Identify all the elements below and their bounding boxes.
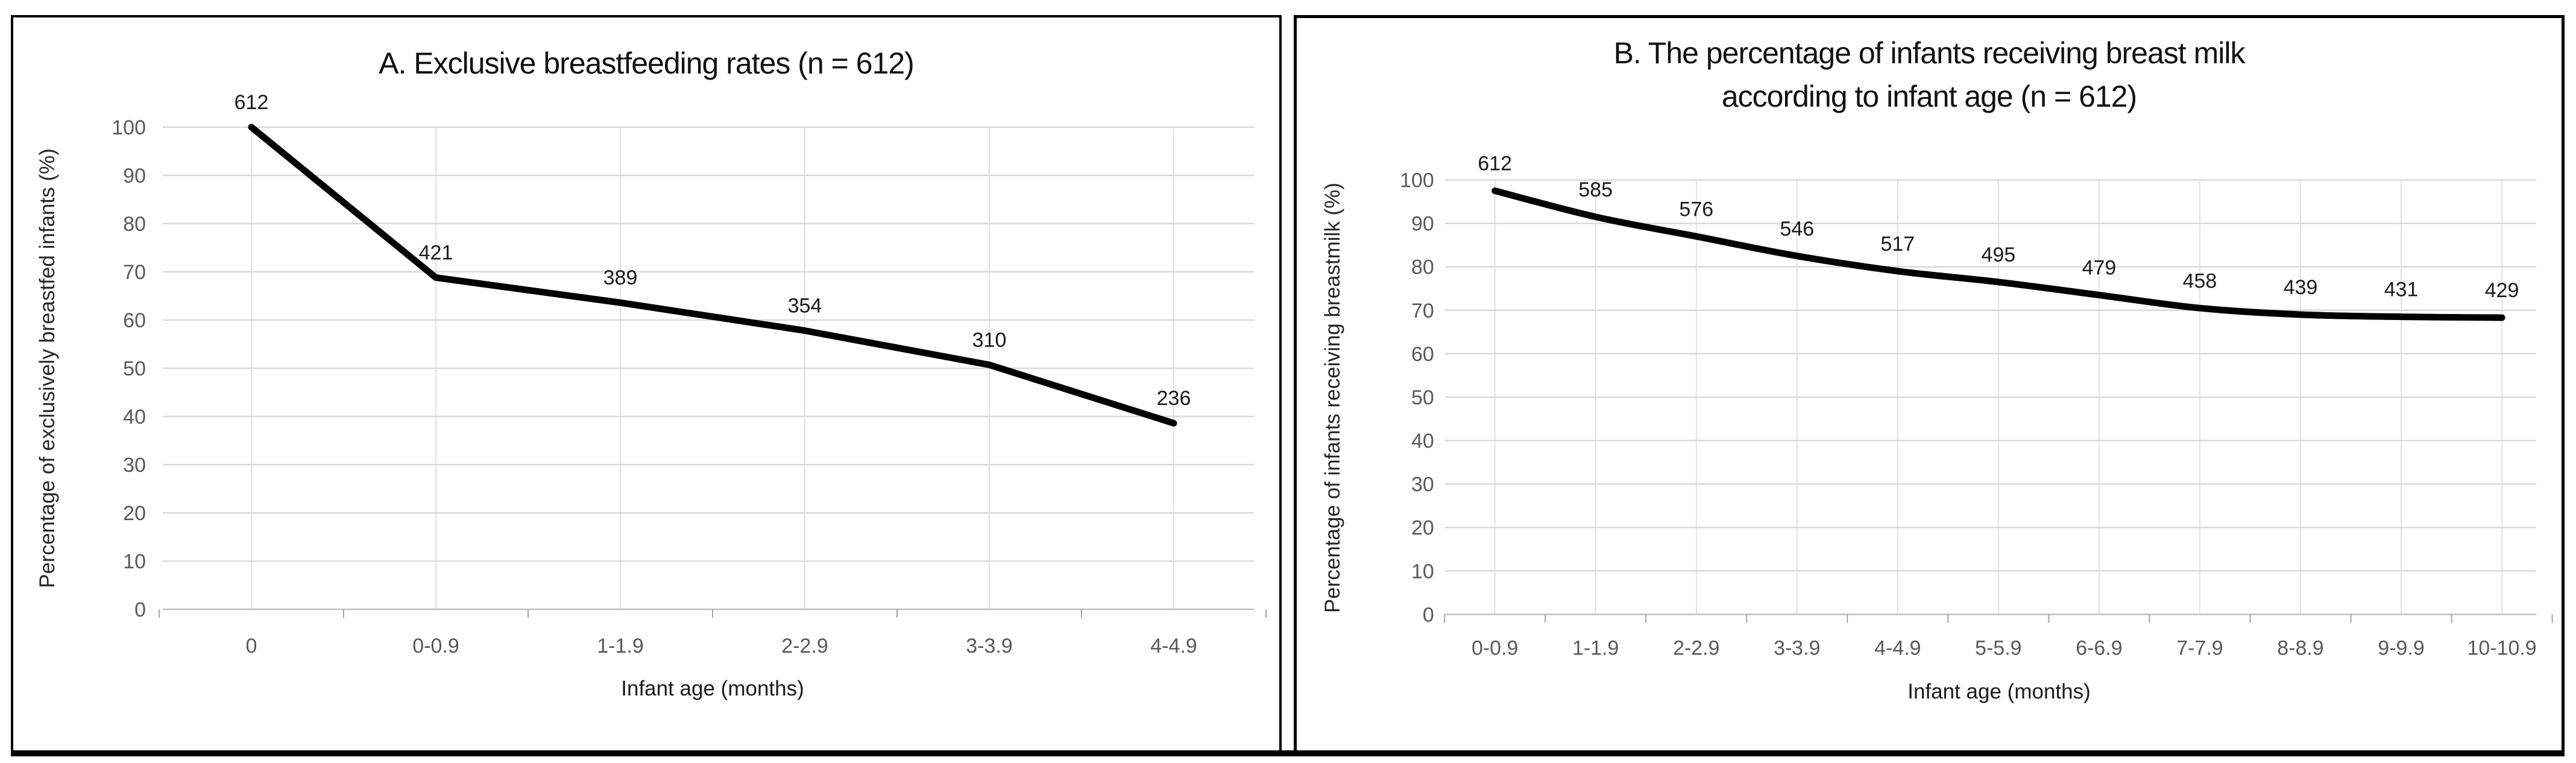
x-tick-label: 10-10.9 <box>2467 636 2537 659</box>
data-label: 612 <box>1478 152 1512 175</box>
x-tick-label: 3-3.9 <box>1774 636 1820 659</box>
y-tick-label: 20 <box>1411 517 1434 539</box>
x-tick-label: 2-2.9 <box>781 635 828 658</box>
data-label: 612 <box>235 91 269 114</box>
data-label: 421 <box>419 242 453 265</box>
y-tick-label: 70 <box>123 261 146 284</box>
x-tick-label: 0-0.9 <box>1472 636 1518 659</box>
x-tick-label: 6-6.9 <box>2076 636 2122 659</box>
chart-a-plot: 0 10 20 30 40 50 60 70 80 90 100 0 0-0.9 1-1.9 2-2.9 3-… <box>112 91 1267 658</box>
y-tick-label: 80 <box>123 213 146 236</box>
chart-b-title-line-2: according to infant age (n = 612) <box>1721 80 2137 113</box>
data-label: 236 <box>1157 387 1191 410</box>
chart-a-title: A. Exclusive breastfeeding rates (n = 61… <box>379 46 915 80</box>
data-label: 310 <box>972 328 1007 351</box>
x-tick-label: 3-3.9 <box>966 635 1013 658</box>
x-tick-label: 2-2.9 <box>1673 636 1719 659</box>
y-tick-label: 100 <box>112 116 146 139</box>
data-label: 458 <box>2183 269 2217 292</box>
x-tick-label: 1-1.9 <box>1572 636 1619 659</box>
chart-b-title-line-1: B. The percentage of infants receiving b… <box>1613 36 2246 70</box>
x-tick-label: 9-9.9 <box>2378 636 2424 659</box>
x-tick-label: 1-1.9 <box>597 635 644 658</box>
y-tick-label: 30 <box>123 454 146 477</box>
x-tick-label: 0 <box>246 635 257 658</box>
x-tick-label: 0-0.9 <box>412 635 459 658</box>
y-tick-label: 70 <box>1411 300 1434 322</box>
y-tick-label: 30 <box>1411 473 1434 496</box>
y-tick-label: 100 <box>1400 169 1434 192</box>
y-tick-label: 80 <box>1411 256 1434 279</box>
y-tick-label: 60 <box>123 309 146 332</box>
y-tick-label: 10 <box>1411 560 1434 583</box>
chart-b-plot: 0 10 20 30 40 50 60 70 80 90 100 0-0.9 1-1.9 2-2.9 3-3… <box>1400 152 2553 659</box>
y-tick-label: 10 <box>123 550 146 573</box>
panel-chart-a: 0 10 20 30 40 50 60 70 80 90 100 0 0-0.9 1-1.9 2-2.9 3-… <box>11 15 1282 755</box>
chart-a-y-axis-title: Percentage of exclusively breastfed infa… <box>36 148 59 588</box>
x-tick-label: 7-7.9 <box>2176 636 2223 659</box>
x-tick-label: 4-4.9 <box>1150 635 1197 658</box>
chart-b-title: B. The percentage of infants receiving b… <box>1297 31 2562 118</box>
data-label: 585 <box>1578 178 1613 201</box>
y-tick-label: 0 <box>1423 603 1434 626</box>
data-label: 389 <box>603 266 638 289</box>
chart-b-x-axis-title: Infant age (months) <box>1907 680 2091 703</box>
data-label: 439 <box>2284 276 2318 299</box>
y-tick-label: 20 <box>123 502 146 525</box>
data-label: 495 <box>1982 243 2016 266</box>
data-label: 431 <box>2384 278 2419 301</box>
y-tick-label: 50 <box>1411 386 1434 409</box>
chart-b-y-axis-title: Percentage of infants receiving breastmi… <box>1321 183 1344 613</box>
y-tick-label: 90 <box>123 165 146 187</box>
x-tick-label: 4-4.9 <box>1874 636 1921 659</box>
figure-bottom-border-bar <box>11 750 2565 756</box>
x-tick-label: 5-5.9 <box>1975 636 2021 659</box>
x-tick-label: 8-8.9 <box>2277 636 2323 659</box>
y-tick-label: 50 <box>123 357 146 380</box>
y-tick-label: 90 <box>1411 213 1434 236</box>
data-label: 479 <box>2082 257 2117 280</box>
chart-a-x-axis-title: Infant age (months) <box>621 677 804 700</box>
panel-chart-b: 0 10 20 30 40 50 60 70 80 90 100 0-0.9 1-1.9 2-2.9 3-3… <box>1294 15 2565 755</box>
data-label: 354 <box>788 295 822 318</box>
y-tick-label: 60 <box>1411 343 1434 366</box>
data-label: 429 <box>2485 279 2519 302</box>
y-tick-label: 40 <box>123 406 146 429</box>
data-label: 546 <box>1780 218 1814 240</box>
series-line <box>1491 187 2505 321</box>
y-tick-label: 40 <box>1411 430 1434 453</box>
y-tick-label: 0 <box>134 598 146 621</box>
data-label: 517 <box>1881 233 1915 256</box>
data-label: 576 <box>1679 198 1713 221</box>
series-line <box>248 124 1177 427</box>
